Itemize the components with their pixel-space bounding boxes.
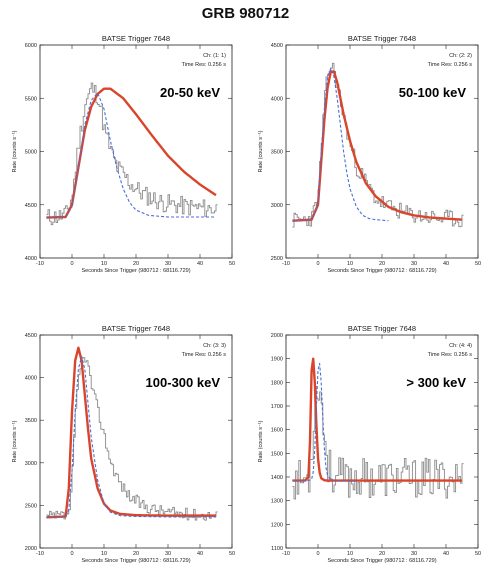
- x-tick-label: 0: [316, 261, 319, 267]
- y-tick-label: 4500: [271, 43, 283, 49]
- y-tick-label: 1400: [271, 475, 283, 481]
- y-tick-label: 4000: [25, 256, 37, 262]
- y-tick-label: 3000: [271, 203, 283, 209]
- channel-label: Ch: (1: 1): [203, 53, 226, 59]
- fit-curve-series: [46, 346, 217, 519]
- y-tick-label: 6000: [25, 43, 37, 49]
- y-tick-label: 3500: [271, 150, 283, 156]
- y-axis-label: Rate (counts s⁻¹): [258, 130, 264, 172]
- model-curve-series: [292, 67, 389, 222]
- x-axis-label: Seconds Since Trigger (980712 : 68116.72…: [81, 268, 190, 274]
- chart-panel-100-300kev: BATSE Trigger 7648 -10 0 10 20 30 40 50 2000 2500…: [12, 324, 235, 564]
- panel-title: BATSE Trigger 7648: [102, 34, 170, 43]
- y-tick-label: 5500: [25, 96, 37, 102]
- channel-label: Ch: (3: 3): [203, 343, 226, 349]
- x-tick-label: 40: [443, 261, 449, 267]
- plot-area: [46, 346, 218, 521]
- energy-band-label: > 300 keV: [406, 375, 466, 390]
- x-tick-label: 50: [229, 261, 235, 267]
- y-axis-label: Rate (counts s⁻¹): [12, 420, 18, 462]
- x-tick-label: 50: [475, 261, 481, 267]
- y-tick-label: 2500: [25, 503, 37, 509]
- chart-panel-50-100kev: BATSE Trigger 7648 -10 0 10 20 30 40 50 2500 3000…: [258, 34, 481, 274]
- time-res-label: Time Res: 0.256 s: [182, 352, 227, 358]
- model-curve-series: [46, 92, 216, 219]
- x-tick-label: -10: [282, 551, 290, 557]
- y-tick-label: 1700: [271, 404, 283, 410]
- x-tick-label: 20: [379, 261, 385, 267]
- x-tick-label: 30: [411, 261, 417, 267]
- y-tick-label: 1300: [271, 499, 283, 505]
- x-tick-label: 10: [101, 261, 107, 267]
- panel-title: BATSE Trigger 7648: [348, 324, 416, 333]
- y-tick-label: 1900: [271, 357, 283, 363]
- x-tick-label: 0: [70, 261, 73, 267]
- time-res-label: Time Res: 0.256 s: [182, 62, 227, 68]
- x-tick-label: 10: [347, 261, 353, 267]
- plot-area: [292, 62, 464, 228]
- chart-panel-gt300kev: BATSE Trigger 7648 -10 0 10 20 30 40 50 1100 1200…: [258, 324, 481, 564]
- x-tick-label: 40: [443, 551, 449, 557]
- y-axis-label: Rate (counts s⁻¹): [12, 130, 18, 172]
- model-curve-series: [292, 362, 357, 482]
- y-tick-label: 1500: [271, 451, 283, 457]
- x-tick-label: 50: [229, 551, 235, 557]
- channel-label: Ch: (2: 2): [449, 53, 472, 59]
- data-histogram-series: [46, 82, 218, 226]
- x-tick-label: 10: [101, 551, 107, 557]
- x-tick-label: 20: [133, 551, 139, 557]
- panel-title: BATSE Trigger 7648: [348, 34, 416, 43]
- y-tick-label: 2500: [271, 256, 283, 262]
- channel-label: Ch: (4: 4): [449, 343, 472, 349]
- y-tick-label: 1100: [271, 546, 283, 552]
- x-tick-label: 20: [379, 551, 385, 557]
- panel-title: BATSE Trigger 7648: [102, 324, 170, 333]
- y-tick-label: 3000: [25, 461, 37, 467]
- x-tick-label: -10: [36, 261, 44, 267]
- energy-band-label: 20-50 keV: [160, 85, 220, 100]
- y-tick-label: 5000: [25, 150, 37, 156]
- y-tick-label: 2000: [25, 546, 37, 552]
- x-tick-label: -10: [36, 551, 44, 557]
- x-axis-label: Seconds Since Trigger (980712 : 68116.72…: [327, 268, 436, 274]
- x-tick-label: 50: [475, 551, 481, 557]
- x-tick-label: 0: [316, 551, 319, 557]
- y-tick-label: 1800: [271, 380, 283, 386]
- x-axis-label: Seconds Since Trigger (980712 : 68116.72…: [81, 558, 190, 564]
- y-tick-label: 2000: [271, 333, 283, 339]
- x-tick-label: 30: [165, 261, 171, 267]
- x-tick-label: 40: [197, 551, 203, 557]
- time-res-label: Time Res: 0.256 s: [428, 352, 473, 358]
- x-tick-label: 40: [197, 261, 203, 267]
- x-tick-label: 0: [70, 551, 73, 557]
- figure-title: GRB 980712: [201, 5, 290, 22]
- y-tick-label: 4000: [271, 96, 283, 102]
- fit-curve-series: [292, 357, 463, 482]
- energy-band-label: 100-300 keV: [146, 375, 221, 390]
- plot-area: [46, 82, 218, 226]
- y-tick-label: 4500: [25, 203, 37, 209]
- plot-area: [292, 357, 464, 500]
- x-tick-label: 30: [165, 551, 171, 557]
- plot-frame: [39, 44, 233, 259]
- plot-frame: [285, 44, 479, 259]
- x-axis-label: Seconds Since Trigger (980712 : 68116.72…: [327, 558, 436, 564]
- time-res-label: Time Res: 0.256 s: [428, 62, 473, 68]
- energy-band-label: 50-100 keV: [399, 85, 467, 100]
- y-tick-label: 1600: [271, 428, 283, 434]
- y-tick-label: 1200: [271, 522, 283, 528]
- y-tick-label: 3500: [25, 418, 37, 424]
- y-tick-label: 4000: [25, 376, 37, 382]
- data-histogram-series: [46, 357, 218, 521]
- fit-curve-series: [46, 87, 217, 219]
- chart-panel-20-50kev: BATSE Trigger 7648 -10 0 10 20 30 40 50 4000 4500…: [12, 34, 235, 274]
- x-tick-label: 20: [133, 261, 139, 267]
- model-curve-series: [46, 355, 216, 518]
- y-axis-label: Rate (counts s⁻¹): [258, 420, 264, 462]
- x-tick-label: 30: [411, 551, 417, 557]
- x-tick-label: 10: [347, 551, 353, 557]
- x-tick-label: -10: [282, 261, 290, 267]
- y-tick-label: 4500: [25, 333, 37, 339]
